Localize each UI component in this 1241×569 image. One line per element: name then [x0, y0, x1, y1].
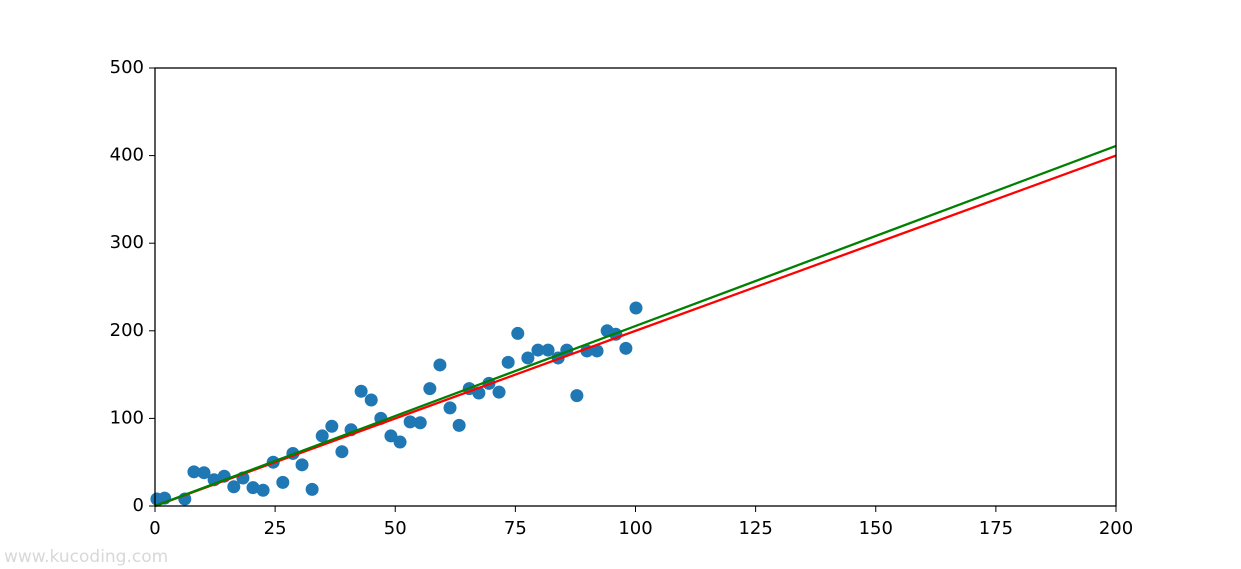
point: [521, 351, 535, 365]
x-tick-label: 100: [618, 518, 652, 539]
point: [531, 343, 545, 357]
point: [256, 483, 270, 497]
y-tick-label: 200: [110, 320, 144, 341]
x-tick-label: 125: [738, 518, 772, 539]
point: [433, 358, 447, 372]
point: [305, 482, 319, 496]
point: [423, 382, 437, 396]
x-tick-label: 75: [504, 518, 527, 539]
x-tick-label: 200: [1099, 518, 1133, 539]
point: [384, 429, 398, 443]
point: [501, 355, 515, 369]
y-tick-label: 500: [110, 57, 144, 78]
point: [187, 465, 201, 479]
point: [364, 393, 378, 407]
point: [354, 384, 368, 398]
point: [295, 458, 309, 472]
point: [246, 481, 260, 495]
line: [154, 144, 1117, 508]
point: [570, 389, 584, 403]
x-tick-label: 175: [979, 518, 1013, 539]
point: [403, 415, 417, 429]
point: [335, 445, 349, 459]
x-tick-label: 50: [384, 518, 407, 539]
point: [492, 385, 506, 399]
point: [590, 344, 604, 358]
y-tick-label: 100: [110, 407, 144, 428]
point: [393, 435, 407, 449]
point: [197, 466, 211, 480]
point: [629, 301, 643, 315]
point: [276, 475, 290, 489]
point: [315, 429, 329, 443]
point: [443, 401, 457, 415]
y-tick-label: 300: [110, 232, 144, 253]
y-tick-label: 0: [133, 495, 144, 516]
plot-frame: [154, 67, 1117, 507]
point: [511, 326, 525, 340]
watermark: www.kucoding.com: [4, 547, 168, 567]
point: [227, 480, 241, 494]
point: [452, 418, 466, 432]
point: [413, 416, 427, 430]
point: [619, 341, 633, 355]
y-tick-label: 400: [110, 145, 144, 166]
point: [541, 343, 555, 357]
line: [154, 154, 1117, 508]
x-tick-label: 150: [859, 518, 893, 539]
point: [325, 419, 339, 433]
x-tick-label: 0: [149, 518, 160, 539]
x-tick-label: 25: [264, 518, 287, 539]
